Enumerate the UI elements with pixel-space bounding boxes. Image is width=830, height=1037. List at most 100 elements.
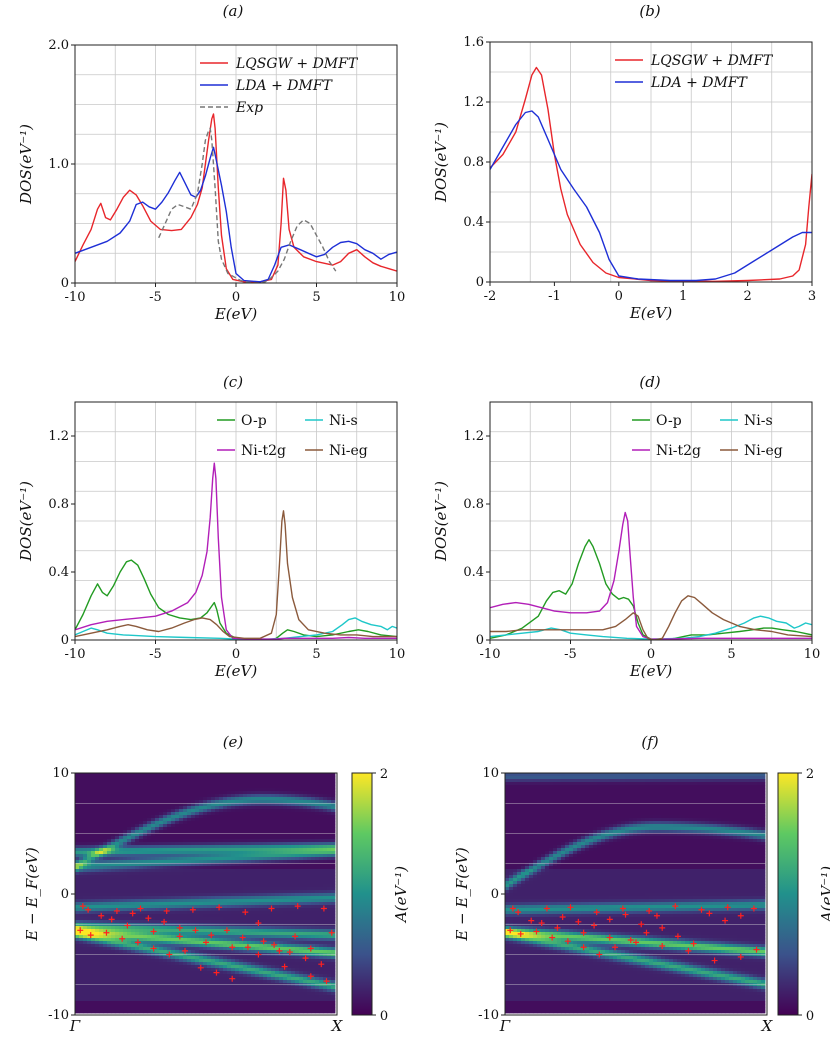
- heatmap-cell: [91, 812, 96, 816]
- heatmap-cell: [115, 947, 120, 951]
- heatmap-cell: [211, 998, 216, 1002]
- heatmap-cell: [303, 869, 308, 873]
- heatmap-cell: [291, 977, 296, 981]
- heatmap-cell: [191, 974, 196, 978]
- heatmap-cell: [203, 875, 208, 879]
- heatmap-cell: [311, 944, 316, 948]
- heatmap-cell: [119, 821, 124, 825]
- heatmap-cell: [107, 1001, 112, 1005]
- heatmap-cell: [123, 773, 128, 777]
- heatmap-cell: [195, 869, 200, 873]
- heatmap-cell: [251, 917, 256, 921]
- heatmap-cell: [147, 836, 152, 840]
- heatmap-cell: [111, 926, 116, 930]
- heatmap-cell: [175, 833, 180, 837]
- heatmap-cell: [271, 914, 276, 918]
- heatmap-cell: [267, 872, 272, 876]
- heatmap-cell: [267, 818, 272, 822]
- heatmap-cell: [243, 872, 248, 876]
- heatmap-cell: [195, 938, 200, 942]
- heatmap-cell: [167, 833, 172, 837]
- heatmap-cell: [167, 971, 172, 975]
- heatmap-cell: [183, 851, 188, 855]
- heatmap-cell: [95, 854, 100, 858]
- heatmap-cell: [275, 779, 280, 783]
- heatmap-cell: [283, 920, 288, 924]
- heatmap-cell: [287, 797, 292, 801]
- heatmap-cell: [91, 929, 96, 933]
- heatmap-cell: [91, 911, 96, 915]
- heatmap-cell: [131, 917, 136, 921]
- heatmap-cell: [131, 803, 136, 807]
- heatmap-cell: [79, 875, 84, 879]
- heatmap-cell: [171, 872, 176, 876]
- heatmap-cell: [171, 833, 176, 837]
- heatmap-cell: [267, 779, 272, 783]
- heatmap-cell: [167, 959, 172, 963]
- heatmap-cell: [271, 827, 276, 831]
- heatmap-cell: [107, 962, 112, 966]
- heatmap-cell: [191, 779, 196, 783]
- heatmap-cell: [207, 863, 212, 867]
- heatmap-cell: [147, 776, 152, 780]
- heatmap-cell: [263, 902, 268, 906]
- heatmap-cell: [211, 791, 216, 795]
- heatmap-cell: [187, 848, 192, 852]
- heatmap-cell: [83, 965, 88, 969]
- heatmap-cell: [291, 854, 296, 858]
- heatmap-cell: [99, 800, 104, 804]
- heatmap-cell: [279, 899, 284, 903]
- heatmap-cell: [127, 818, 132, 822]
- heatmap-cell: [147, 923, 152, 927]
- heatmap-cell: [271, 779, 276, 783]
- heatmap-cell: [103, 803, 108, 807]
- heatmap-cell: [291, 986, 296, 990]
- heatmap-cell: [219, 785, 224, 789]
- heatmap-cell: [83, 899, 88, 903]
- heatmap-cell: [119, 839, 124, 843]
- heatmap-cell: [151, 785, 156, 789]
- heatmap-cell: [271, 926, 276, 930]
- heatmap-cell: [199, 956, 204, 960]
- heatmap-cell: [267, 821, 272, 825]
- heatmap-cell: [159, 803, 164, 807]
- heatmap-cell: [159, 797, 164, 801]
- heatmap-cell: [103, 851, 108, 855]
- heatmap-cell: [235, 872, 240, 876]
- heatmap-cell: [95, 791, 100, 795]
- heatmap-cell: [279, 797, 284, 801]
- heatmap-cell: [239, 890, 244, 894]
- heatmap-cell: [211, 950, 216, 954]
- heatmap-cell: [243, 980, 248, 984]
- heatmap-cell: [219, 800, 224, 804]
- heatmap-cell: [119, 968, 124, 972]
- heatmap-cell: [291, 857, 296, 861]
- heatmap-cell: [151, 899, 156, 903]
- heatmap-cell: [171, 893, 176, 897]
- heatmap-cell: [131, 998, 136, 1002]
- heatmap-cell: [191, 806, 196, 810]
- heatmap-cell: [115, 914, 120, 918]
- heatmap-cell: [223, 932, 228, 936]
- heatmap-cell: [263, 845, 268, 849]
- heatmap-cell: [163, 803, 168, 807]
- heatmap-cell: [91, 785, 96, 789]
- heatmap-cell: [83, 776, 88, 780]
- heatmap-cell: [227, 932, 232, 936]
- heatmap-cell: [87, 797, 92, 801]
- heatmap-cell: [167, 893, 172, 897]
- heatmap-cell: [151, 797, 156, 801]
- heatmap-cell: [163, 905, 168, 909]
- heatmap-cell: [175, 908, 180, 912]
- heatmap-cell: [99, 896, 104, 900]
- heatmap-cell: [171, 899, 176, 903]
- heatmap-cell: [75, 809, 80, 813]
- heatmap-cell: [259, 1007, 264, 1011]
- heatmap-cell: [259, 860, 264, 864]
- heatmap-cell: [83, 944, 88, 948]
- heatmap-cell: [211, 932, 216, 936]
- heatmap-cell: [135, 824, 140, 828]
- heatmap-cell: [211, 923, 216, 927]
- heatmap-cell: [135, 887, 140, 891]
- heatmap-cell: [311, 848, 316, 852]
